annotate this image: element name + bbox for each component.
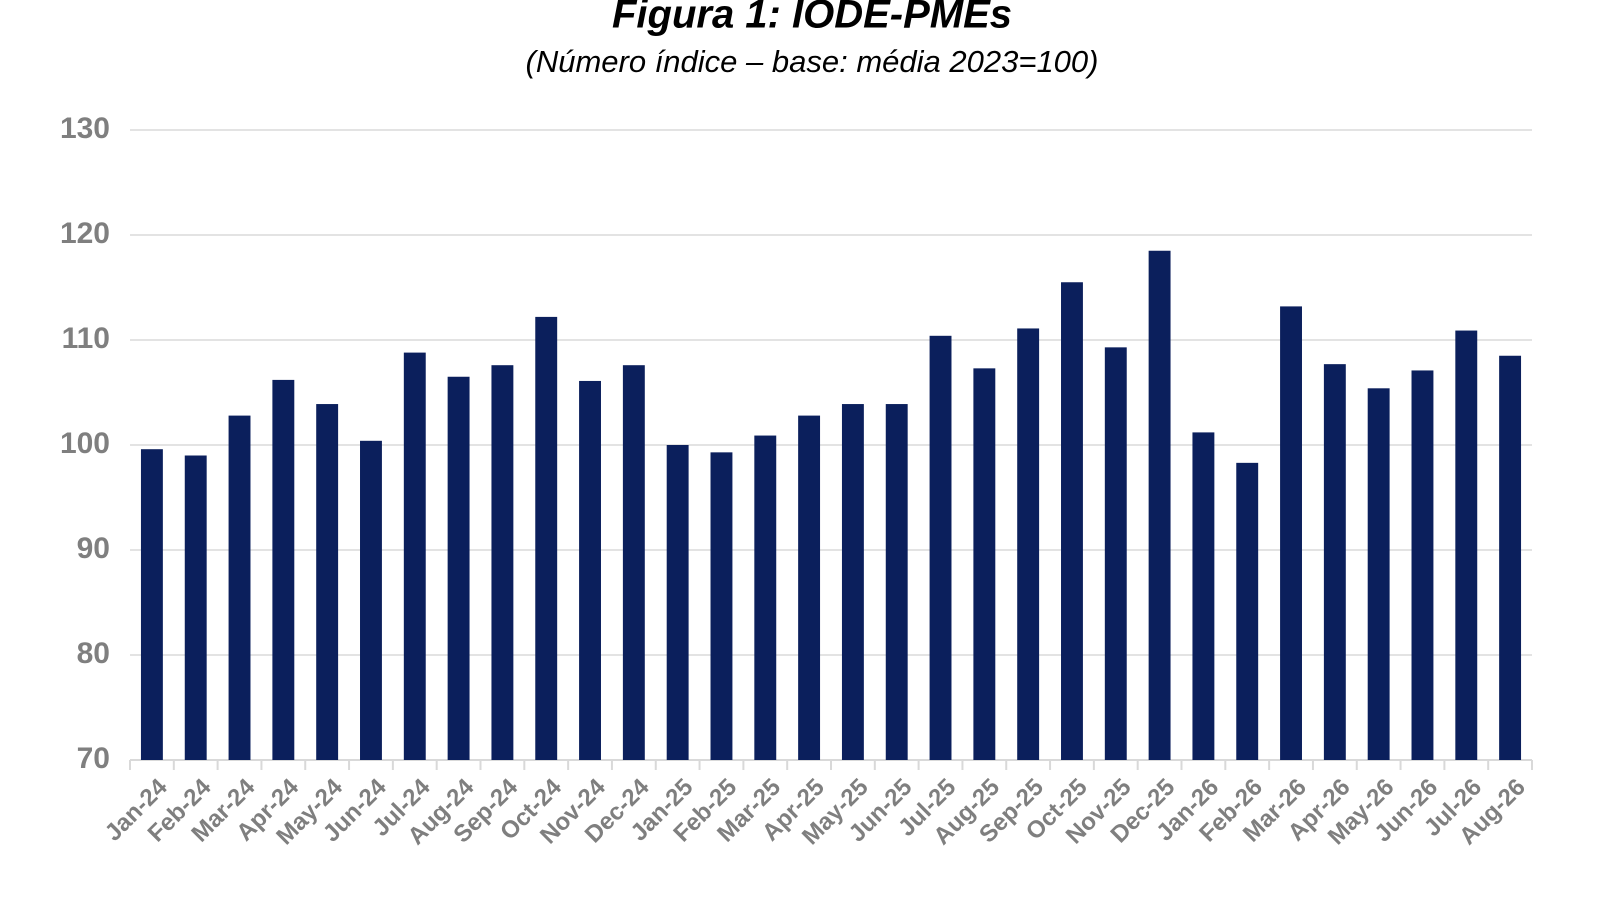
y-tick-label: 120 — [60, 217, 110, 250]
bar — [403, 352, 426, 760]
bar — [447, 376, 470, 760]
bar — [1236, 462, 1259, 760]
y-tick-label: 90 — [77, 532, 110, 565]
bar — [1499, 355, 1522, 760]
bar — [929, 335, 952, 760]
bar — [184, 455, 207, 760]
y-tick-label: 100 — [60, 427, 110, 460]
bar — [535, 316, 558, 760]
bar — [1192, 432, 1215, 760]
y-tick-label: 130 — [60, 112, 110, 145]
bar — [1323, 364, 1346, 760]
bar — [666, 445, 689, 760]
bar — [316, 404, 339, 760]
chart-title: Figura 1: IODE-PMEs — [612, 0, 1012, 37]
bar — [140, 449, 163, 760]
bar — [1148, 250, 1171, 760]
bar — [360, 440, 382, 760]
bar — [841, 404, 864, 760]
bar — [1104, 347, 1127, 760]
bar — [710, 452, 733, 760]
y-tick-label: 110 — [62, 322, 110, 355]
bar — [491, 365, 514, 760]
bar — [885, 404, 908, 760]
bar — [228, 415, 251, 760]
chart-subtitle: (Número índice – base: média 2023=100) — [526, 44, 1099, 79]
bar — [1411, 370, 1434, 760]
bar — [1280, 306, 1302, 760]
bar — [1455, 330, 1478, 760]
bar — [272, 379, 295, 760]
bar — [579, 380, 601, 760]
bar — [1061, 282, 1083, 760]
y-tick-label: 70 — [77, 742, 110, 775]
bar — [973, 368, 996, 760]
bar — [1017, 328, 1040, 760]
bar — [754, 435, 777, 760]
bar — [1367, 388, 1390, 760]
bar — [622, 365, 645, 760]
y-tick-label: 80 — [77, 637, 110, 670]
bar — [798, 415, 821, 760]
